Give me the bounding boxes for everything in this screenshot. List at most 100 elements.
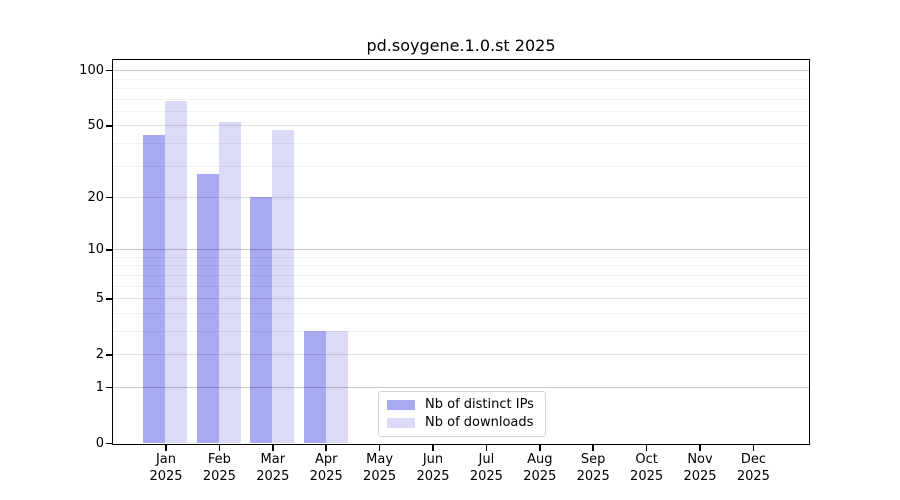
x-tick-oct xyxy=(645,445,648,451)
month-label: Jan xyxy=(155,452,177,467)
year-label: 2025 xyxy=(309,469,343,484)
x-tick-aug xyxy=(539,445,541,451)
y-tick-label-0: 0 xyxy=(95,435,104,451)
y-tick-1 xyxy=(106,386,112,389)
x-tick-dec xyxy=(752,445,755,451)
month-label: Jun xyxy=(422,452,444,467)
gridline-3 xyxy=(113,330,809,332)
gridline-80 xyxy=(113,87,809,89)
x-tick-jun xyxy=(432,445,434,451)
x-tick-label-oct: Oct 2025 xyxy=(615,451,679,485)
x-tick-jan xyxy=(165,445,167,451)
x-tick-feb xyxy=(218,445,221,451)
y-tick-10 xyxy=(106,249,112,251)
gridline-1 xyxy=(113,386,809,388)
x-tick-nov xyxy=(699,445,701,451)
x-tick-label-dec: Dec 2025 xyxy=(721,451,785,485)
x-tick-label-jun: Jun 2025 xyxy=(401,451,465,485)
x-tick-sep xyxy=(592,445,594,451)
x-tick-mar xyxy=(272,445,274,451)
legend-label: Nb of distinct IPs xyxy=(425,396,534,412)
year-label: 2025 xyxy=(256,469,290,484)
y-tick-label-5: 5 xyxy=(95,290,104,306)
x-tick-label-aug: Aug 2025 xyxy=(508,451,572,485)
month-label: May xyxy=(366,452,394,467)
x-tick-label-feb: Feb 2025 xyxy=(187,451,251,485)
year-label: 2025 xyxy=(523,469,557,484)
gridline-9 xyxy=(113,256,809,258)
bar-nb-of-downloads-apr xyxy=(325,330,348,443)
gridline-4 xyxy=(113,312,809,314)
bar-nb-of-distinct-ips-jan xyxy=(143,135,166,443)
month-label: Jul xyxy=(478,452,495,467)
year-label: 2025 xyxy=(416,469,450,484)
y-tick-20 xyxy=(106,196,112,199)
x-tick-label-apr: Apr 2025 xyxy=(294,451,358,485)
gridline-5 xyxy=(113,298,809,300)
gridline-70 xyxy=(113,98,809,100)
bar-nb-of-downloads-mar xyxy=(272,130,295,443)
legend-item-nb-of-distinct-ips: Nb of distinct IPs xyxy=(387,396,537,414)
bar-nb-of-downloads-feb xyxy=(218,122,241,443)
legend-swatch-nb-of-distinct-ips xyxy=(387,399,415,410)
gridline-20 xyxy=(113,196,809,198)
y-tick-0 xyxy=(106,442,112,445)
year-label: 2025 xyxy=(469,469,503,484)
x-tick-label-nov: Nov 2025 xyxy=(668,451,732,485)
gridline-7 xyxy=(113,274,809,276)
month-label: Nov xyxy=(687,452,713,467)
x-tick-label-may: May 2025 xyxy=(348,451,412,485)
legend-swatch-nb-of-downloads xyxy=(387,418,415,429)
month-label: Oct xyxy=(635,452,658,467)
gridline-40 xyxy=(113,142,809,144)
year-label: 2025 xyxy=(683,469,717,484)
y-tick-50 xyxy=(106,125,112,127)
bar-nb-of-distinct-ips-mar xyxy=(250,196,273,443)
year-label: 2025 xyxy=(736,469,770,484)
month-label: Sep xyxy=(580,452,606,467)
x-tick-apr xyxy=(325,445,327,451)
legend: Nb of distinct IPs Nb of downloads xyxy=(378,391,546,437)
month-label: Aug xyxy=(527,452,553,467)
x-tick-label-sep: Sep 2025 xyxy=(561,451,625,485)
bar-nb-of-distinct-ips-feb xyxy=(196,173,219,443)
year-label: 2025 xyxy=(363,469,397,484)
y-tick-label-10: 10 xyxy=(87,241,104,257)
chart-title: pd.soygene.1.0.st 2025 xyxy=(366,36,556,55)
y-tick-5 xyxy=(106,298,112,300)
legend-label: Nb of downloads xyxy=(425,415,534,431)
month-label: Feb xyxy=(207,452,231,467)
y-tick-label-100: 100 xyxy=(79,62,104,78)
gridline-6 xyxy=(113,285,809,287)
x-tick-label-jul: Jul 2025 xyxy=(454,451,518,485)
year-label: 2025 xyxy=(202,469,236,484)
legend-item-nb-of-downloads: Nb of downloads xyxy=(387,414,537,432)
bar-nb-of-downloads-jan xyxy=(165,100,188,443)
y-tick-label-20: 20 xyxy=(87,189,104,205)
y-tick-label-50: 50 xyxy=(87,117,104,133)
gridline-2 xyxy=(113,354,809,356)
x-tick-may xyxy=(378,445,381,451)
y-tick-label-2: 2 xyxy=(95,346,104,362)
gridline-90 xyxy=(113,78,809,80)
x-tick-label-mar: Mar 2025 xyxy=(241,451,305,485)
month-label: Mar xyxy=(260,452,286,467)
gridline-100 xyxy=(113,70,809,72)
y-tick-100 xyxy=(106,69,112,72)
y-tick-label-1: 1 xyxy=(95,379,104,395)
plot-area xyxy=(112,59,810,445)
month-label: Dec xyxy=(740,452,766,467)
bar-nb-of-distinct-ips-apr xyxy=(303,330,326,443)
gridline-30 xyxy=(113,165,809,167)
year-label: 2025 xyxy=(630,469,664,484)
year-label: 2025 xyxy=(149,469,183,484)
gridline-50 xyxy=(113,125,809,127)
x-tick-jul xyxy=(485,445,488,451)
gridline-8 xyxy=(113,265,809,267)
y-tick-2 xyxy=(106,354,112,356)
month-label: Apr xyxy=(314,452,338,467)
gridline-10 xyxy=(113,249,809,251)
year-label: 2025 xyxy=(576,469,610,484)
x-tick-label-jan: Jan 2025 xyxy=(134,451,198,485)
